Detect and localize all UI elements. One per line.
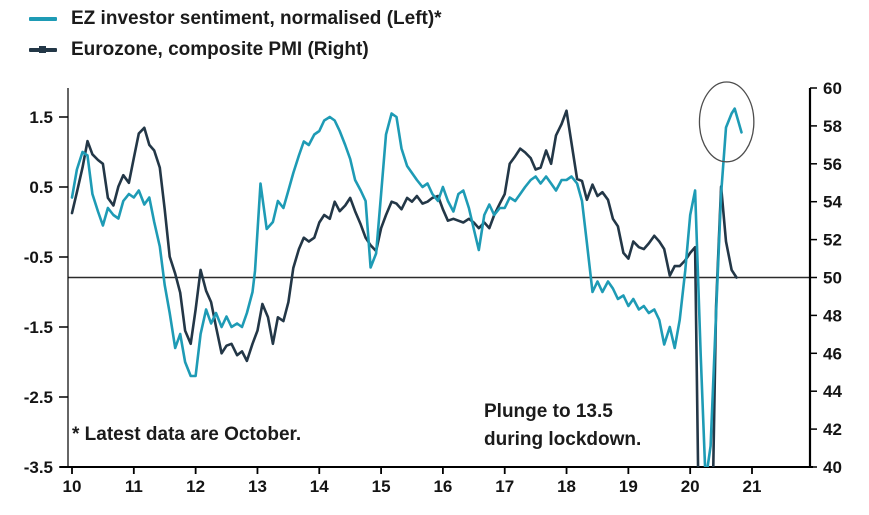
- svg-text:-1.5: -1.5: [24, 318, 53, 337]
- svg-text:10: 10: [63, 477, 82, 496]
- legend-item-sentiment: EZ investor sentiment, normalised (Left)…: [28, 8, 442, 30]
- svg-text:44: 44: [823, 382, 842, 401]
- svg-text:21: 21: [743, 477, 762, 496]
- svg-text:-0.5: -0.5: [24, 248, 53, 267]
- svg-text:20: 20: [681, 477, 700, 496]
- svg-text:1.5: 1.5: [29, 108, 53, 127]
- footnote-latest-data: * Latest data are October.: [72, 424, 302, 445]
- svg-text:-2.5: -2.5: [24, 388, 53, 407]
- svg-text:50: 50: [823, 269, 842, 288]
- svg-text:14: 14: [310, 477, 329, 496]
- svg-text:18: 18: [557, 477, 576, 496]
- svg-text:15: 15: [372, 477, 391, 496]
- svg-text:48: 48: [823, 306, 842, 325]
- legend-label-sentiment: EZ investor sentiment, normalised (Left)…: [71, 8, 442, 29]
- svg-text:0.5: 0.5: [29, 178, 53, 197]
- svg-text:58: 58: [823, 117, 842, 136]
- svg-text:11: 11: [125, 477, 143, 496]
- svg-text:60: 60: [823, 79, 842, 98]
- legend-label-pmi: Eurozone, composite PMI (Right): [71, 39, 369, 60]
- svg-text:13: 13: [248, 477, 267, 496]
- svg-text:56: 56: [823, 155, 842, 174]
- svg-text:42: 42: [823, 420, 842, 439]
- svg-text:17: 17: [495, 477, 514, 496]
- svg-text:40: 40: [823, 458, 842, 477]
- svg-text:12: 12: [186, 477, 205, 496]
- chart-legend: EZ investor sentiment, normalised (Left)…: [28, 8, 442, 70]
- sentiment-line-marker: [28, 13, 58, 25]
- svg-text:16: 16: [433, 477, 452, 496]
- svg-text:54: 54: [823, 193, 842, 212]
- svg-text:46: 46: [823, 344, 842, 363]
- pmi-line-marker: [28, 44, 58, 56]
- svg-text:-3.5: -3.5: [24, 458, 53, 477]
- svg-text:52: 52: [823, 231, 842, 250]
- plunge-annotation: Plunge to 13.5 during lockdown.: [484, 401, 642, 450]
- svg-text:19: 19: [619, 477, 638, 496]
- legend-item-pmi: Eurozone, composite PMI (Right): [28, 39, 442, 61]
